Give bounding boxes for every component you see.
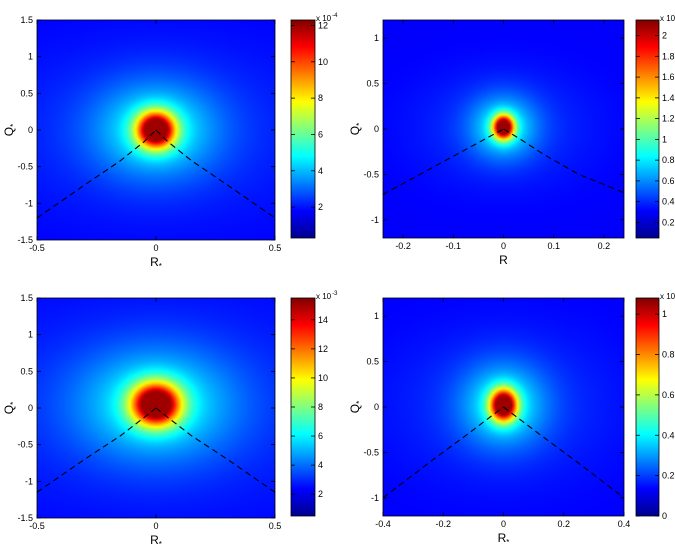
y-tick-label: -1	[25, 198, 33, 208]
y-tick-label: 0.5	[20, 88, 33, 98]
x-tick-label: 0	[153, 243, 158, 253]
chart-panel-2: -0.2 -0.1 0 0.1 0.2 -1 -0.5 0 0.5 1 R Q* 0.2 0.4 0.6 0.…	[348, 13, 675, 267]
colorbar-tick-label: 0.4	[662, 430, 675, 440]
y-tick-label: -0.5	[17, 162, 33, 172]
colorbar-tick-label: 0.2	[662, 471, 675, 481]
x-tick-label: -0.2	[395, 241, 411, 251]
y-axis-label: Q*	[2, 124, 18, 136]
y-axis-label: Q*	[2, 402, 18, 414]
dashed-curve-left	[382, 128, 504, 195]
colorbar-tick-label: 1.2	[662, 114, 675, 124]
colorbar-tick-label: 12	[318, 20, 328, 30]
colorbar-tick-label: 2	[662, 31, 667, 41]
chart-panel-4: -0.4 -0.2 0 0.2 0.4 -1 -0.5 0 0.5 1 R* Q* 0 0.2 0.4 0.6…	[348, 291, 675, 547]
x-tick-label: 0.5	[269, 521, 282, 531]
colorbar-tick-label: 8	[318, 93, 323, 103]
x-tick-label: -0.4	[375, 519, 391, 529]
y-tick-label: -1	[371, 215, 379, 225]
colorbar-tick-label: 0	[662, 511, 667, 521]
y-tick-label: 1	[28, 330, 33, 340]
y-tick-label: -0.5	[363, 169, 379, 179]
x-tick-label: 0.2	[598, 241, 611, 251]
colorbar-multiplier: x 10-3	[660, 291, 675, 301]
y-axis-label: Q*	[348, 123, 364, 135]
colorbar-tick-label: 1.6	[662, 72, 675, 82]
colorbar-multiplier: x 10-4	[316, 13, 338, 23]
x-axis-label: R*	[498, 531, 510, 547]
colorbar-multiplier: x 10-3	[660, 13, 675, 23]
colorbar-tick-label: 8	[318, 402, 323, 412]
y-tick-label: 1	[374, 311, 379, 321]
x-axis-label: R	[499, 253, 508, 267]
y-tick-label: 0	[28, 125, 33, 135]
x-tick-label: 0.2	[557, 519, 570, 529]
dashed-curve-right	[503, 406, 625, 499]
colorbar-tick-label: 0.8	[662, 155, 675, 165]
chart-panel-3: -0.5 0 0.5 -1.5 -1 -0.5 0 0.5 1 1.5 R* Q* 2 4 6 8 10 12 14…	[2, 291, 338, 547]
x-tick-label: -0.5	[29, 521, 45, 531]
colorbar-tick-label: 0.8	[662, 350, 675, 360]
x-tick-label: 0.4	[618, 519, 631, 529]
y-tick-label: 0.5	[366, 79, 379, 89]
x-tick-label: -0.5	[29, 243, 45, 253]
y-tick-label: 1	[28, 52, 33, 62]
x-tick-label: -0.2	[435, 519, 451, 529]
dashed-curve-right	[155, 407, 276, 493]
colorbar	[635, 297, 660, 517]
colorbar-tick-label: 4	[318, 166, 323, 176]
x-tick-label: 0	[501, 241, 506, 251]
colorbar-tick-label: 2	[318, 202, 323, 212]
x-tick-label: 0	[501, 519, 506, 529]
colorbar-tick-label: 1.4	[662, 93, 675, 103]
x-axis-label: R*	[150, 533, 162, 547]
colorbar-tick-label: 6	[318, 129, 323, 139]
colorbar-tick-label: 1	[662, 309, 667, 319]
chart-panel-1: -0.5 0 0.5 -1.5 -1 -0.5 0 0.5 1 1.5 R* Q* 2 4 6 8 10 12x …	[2, 13, 338, 271]
x-tick-label: 0.1	[547, 241, 560, 251]
y-tick-label: 1.5	[20, 15, 33, 25]
y-tick-label: 0.5	[366, 357, 379, 367]
y-tick-label: 1.5	[20, 293, 33, 303]
y-tick-label: 0	[374, 402, 379, 412]
x-tick-label: 0.5	[269, 243, 282, 253]
colorbar-tick-label: 14	[318, 315, 328, 325]
dashed-curve-left	[36, 407, 157, 493]
colorbar-tick-label: 0.6	[662, 390, 675, 400]
y-tick-label: -0.5	[17, 440, 33, 450]
y-tick-label: 0	[374, 124, 379, 134]
y-tick-label: -1.5	[17, 235, 33, 245]
colorbar-tick-label: 1.8	[662, 51, 675, 61]
y-tick-label: 0.5	[20, 366, 33, 376]
colorbar-tick-label: 6	[318, 431, 323, 441]
colorbar-tick-label: 0.2	[662, 217, 675, 227]
colorbar-tick-label: 10	[318, 373, 328, 383]
dashed-curve-right	[155, 129, 276, 219]
colorbar	[290, 19, 316, 239]
y-tick-label: -1.5	[17, 513, 33, 523]
colorbar-tick-label: 0.4	[662, 197, 675, 207]
x-tick-label: 0	[153, 521, 158, 531]
colorbar-tick-label: 12	[318, 344, 328, 354]
y-tick-label: -1	[371, 493, 379, 503]
colorbar-tick-label: 2	[318, 489, 323, 499]
y-tick-label: 1	[374, 33, 379, 43]
colorbar-tick-label: 0.6	[662, 176, 675, 186]
y-tick-label: -1	[25, 476, 33, 486]
y-tick-label: -0.5	[363, 447, 379, 457]
y-tick-label: 0	[28, 403, 33, 413]
dashed-curve-left	[36, 129, 157, 219]
x-axis-label: R*	[150, 255, 162, 271]
dashed-curve-right	[503, 128, 625, 194]
colorbar-tick-label: 1	[662, 134, 667, 144]
dashed-curve-left	[382, 406, 504, 499]
colorbar	[635, 19, 660, 239]
y-axis-label: Q*	[348, 401, 364, 413]
colorbar-multiplier: x 10-3	[316, 291, 338, 301]
colorbar-tick-label: 10	[318, 57, 328, 67]
x-tick-label: -0.1	[446, 241, 462, 251]
colorbar-tick-label: 4	[318, 460, 323, 470]
